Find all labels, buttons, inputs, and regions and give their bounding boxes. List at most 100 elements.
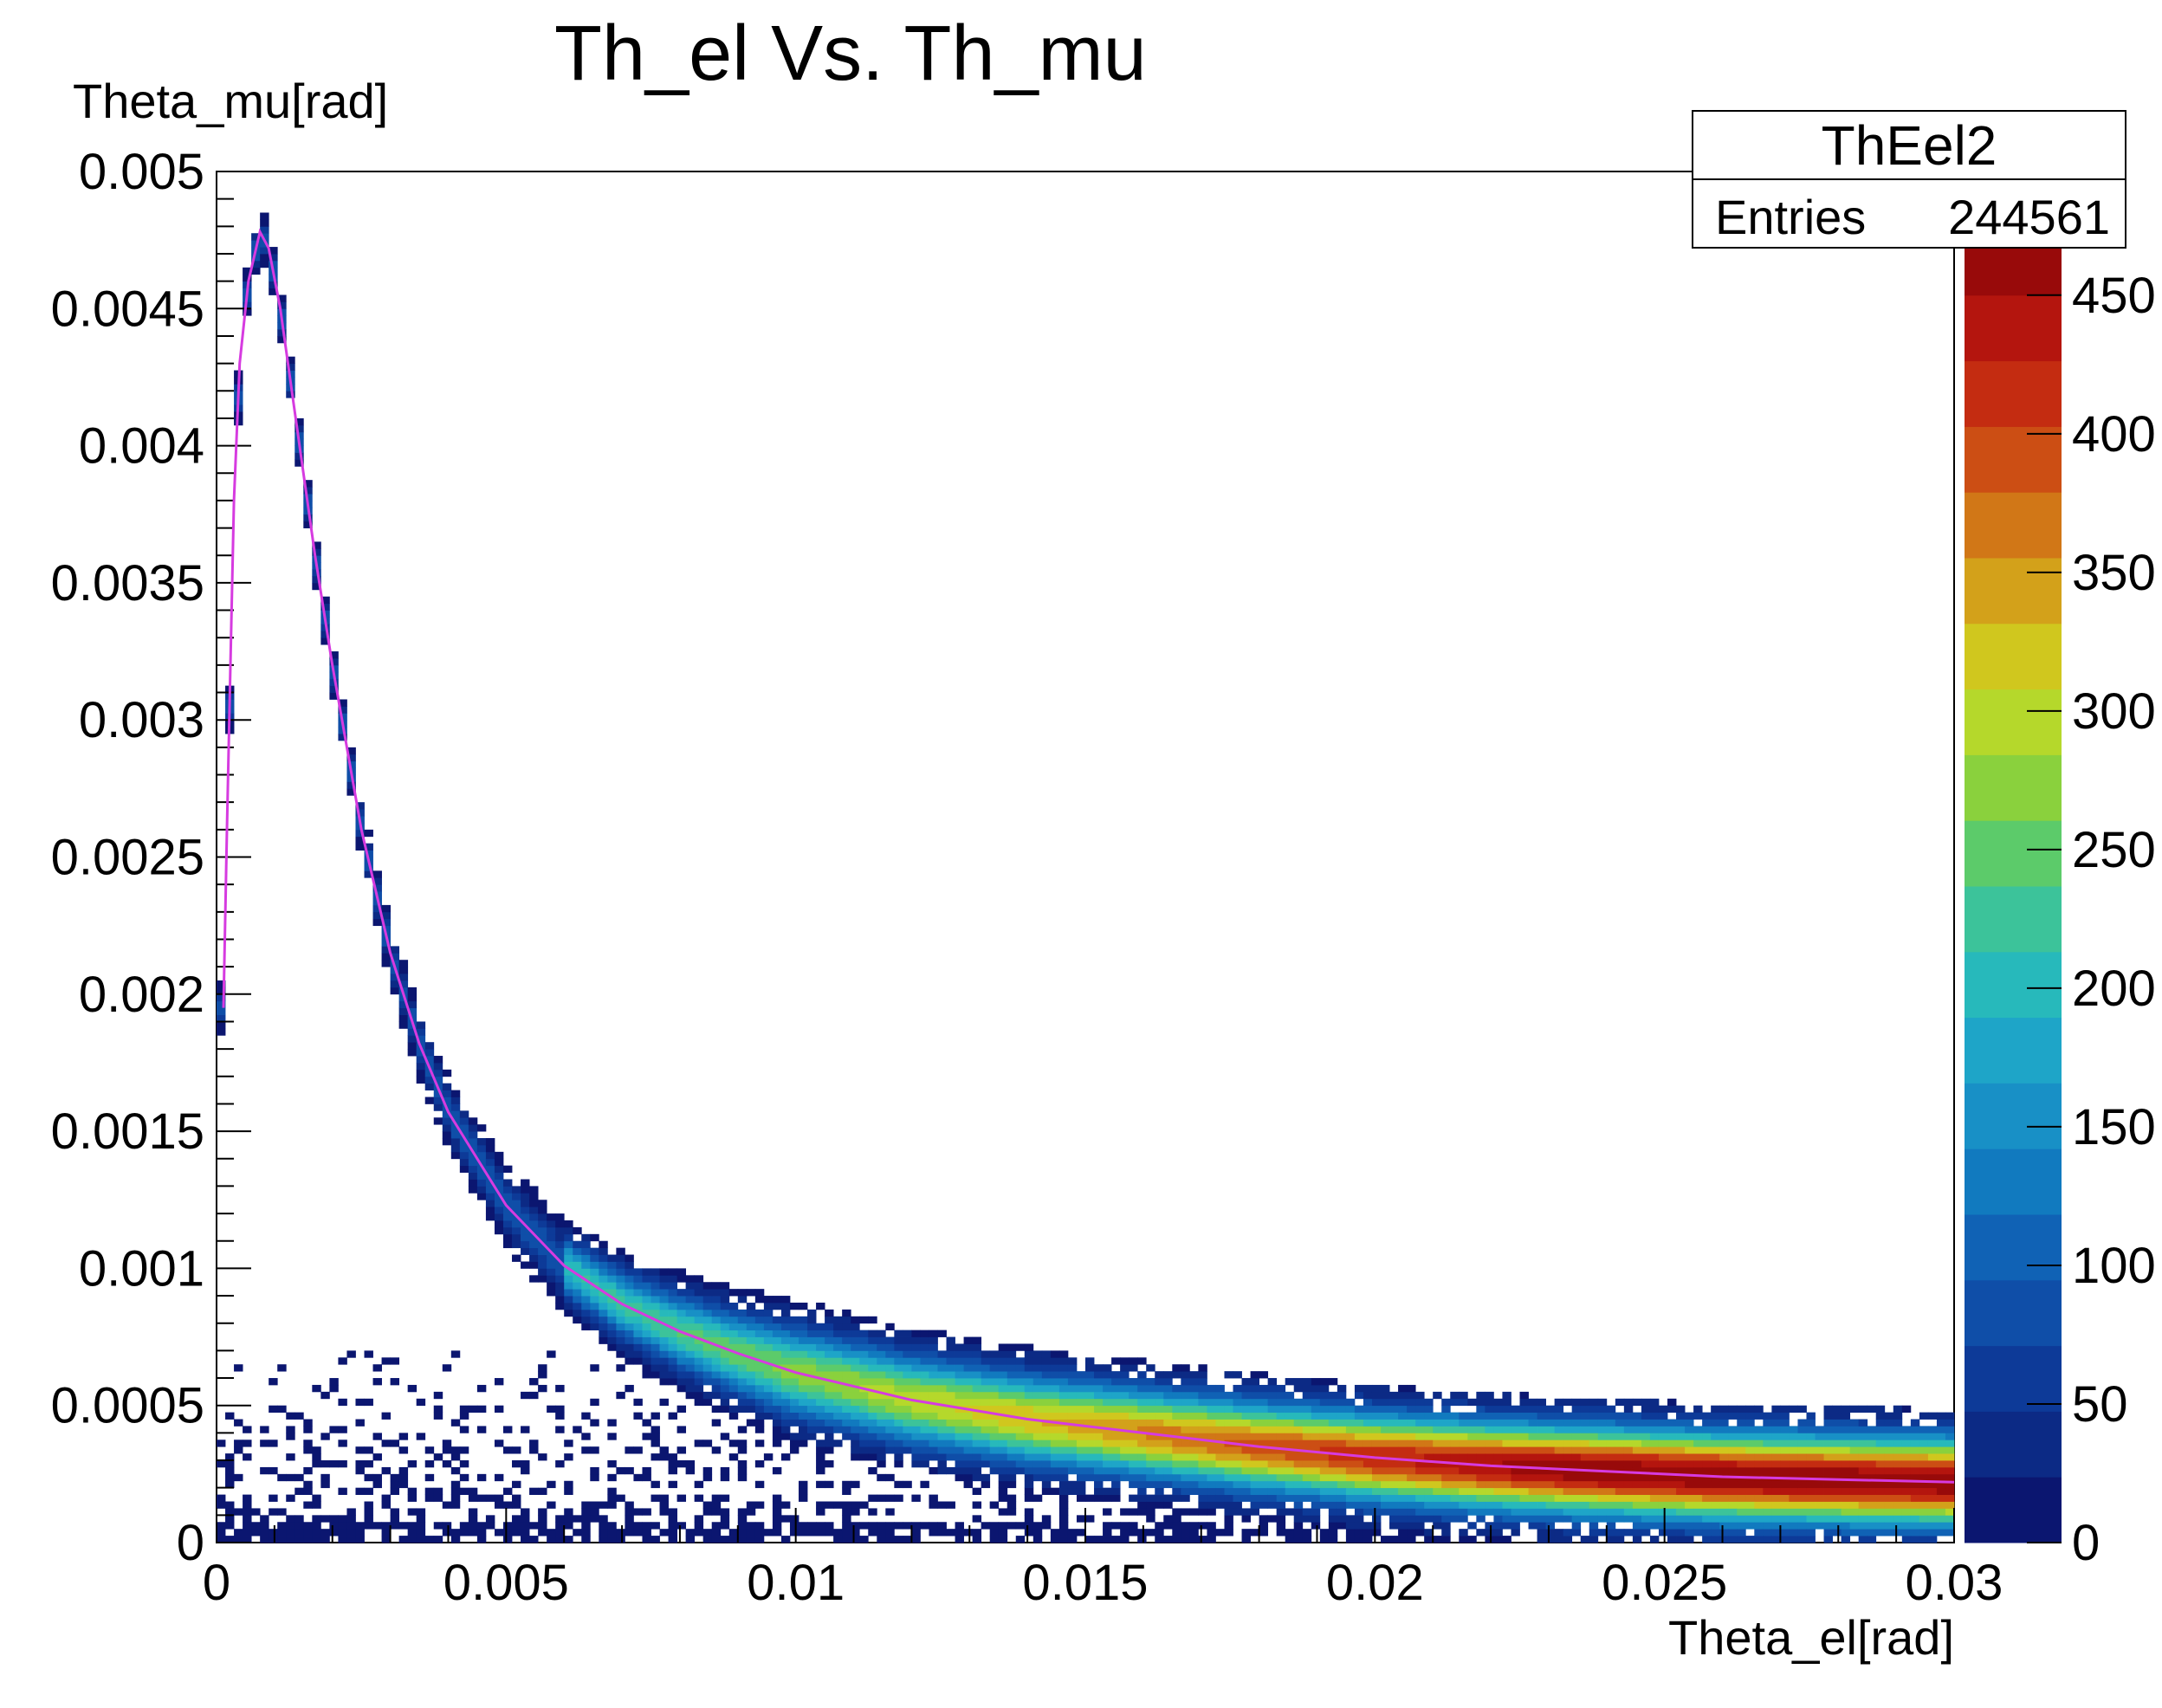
heatmap-cell: [1233, 1453, 1242, 1461]
heatmap-cell: [728, 1371, 739, 1379]
heatmap-cell: [711, 1378, 722, 1386]
heatmap-cell: [1224, 1405, 1233, 1414]
heatmap-cell: [885, 1364, 895, 1372]
heatmap-cell: [1649, 1419, 1660, 1427]
stats-name: ThEel2: [1822, 114, 1997, 177]
heatmap-cell: [676, 1384, 687, 1393]
heatmap-cell: [816, 1419, 825, 1427]
heatmap-cell: [1945, 1460, 1955, 1468]
heatmap-cell: [651, 1480, 660, 1489]
heatmap-cell: [1215, 1391, 1225, 1400]
heatmap-cell: [1459, 1480, 1468, 1489]
heatmap-cell: [607, 1529, 617, 1537]
heatmap-cell: [590, 1309, 599, 1317]
heatmap-cell: [1719, 1446, 1729, 1454]
heatmap-cell: [1927, 1522, 1938, 1530]
heatmap-cell: [651, 1343, 660, 1351]
heatmap-cell: [1841, 1453, 1851, 1461]
heatmap-cell: [1841, 1522, 1851, 1530]
heatmap-cell: [868, 1522, 877, 1530]
heatmap-cell: [1806, 1508, 1816, 1516]
heatmap-cell: [1771, 1508, 1781, 1516]
heatmap-cell: [1389, 1473, 1399, 1482]
heatmap-cell: [972, 1529, 982, 1537]
heatmap-cell: [1276, 1466, 1286, 1475]
heatmap-cell: [833, 1364, 843, 1372]
heatmap-cell: [1398, 1453, 1408, 1461]
heatmap-cell: [1589, 1529, 1599, 1537]
heatmap-cell: [1111, 1391, 1121, 1400]
heatmap-cell: [1719, 1426, 1729, 1433]
heatmap-cell: [1067, 1357, 1078, 1365]
heatmap-cell: [1936, 1473, 1946, 1482]
heatmap-cell: [1467, 1419, 1477, 1427]
heatmap-cell: [1893, 1466, 1903, 1475]
heatmap-cell: [1085, 1536, 1095, 1543]
heatmap-cell: [633, 1268, 643, 1276]
heatmap-cell: [911, 1453, 921, 1461]
heatmap-cell: [1345, 1515, 1356, 1523]
heatmap-cell: [1493, 1508, 1503, 1516]
heatmap-cell: [728, 1364, 739, 1372]
heatmap-cell: [1545, 1529, 1556, 1537]
heatmap-cell: [903, 1398, 912, 1407]
heatmap-cell: [833, 1316, 843, 1324]
heatmap-cell: [920, 1343, 929, 1351]
heatmap-cell: [1285, 1460, 1295, 1468]
heatmap-cell: [1050, 1405, 1060, 1414]
heatmap-cell: [1050, 1398, 1060, 1407]
heatmap-cell: [1893, 1419, 1903, 1427]
heatmap-cell: [320, 603, 330, 611]
heatmap-cell: [911, 1384, 921, 1393]
heatmap-cell: [972, 1515, 982, 1523]
heatmap-cell: [676, 1268, 687, 1276]
heatmap-cell: [1632, 1398, 1642, 1407]
heatmap-cell: [407, 1000, 418, 1009]
heatmap-cell: [1745, 1412, 1755, 1420]
heatmap-cell: [1641, 1453, 1651, 1461]
heatmap-cell: [1050, 1473, 1060, 1482]
heatmap-cell: [320, 1529, 330, 1537]
heatmap-cell: [1832, 1522, 1842, 1530]
heatmap-cell: [625, 1289, 634, 1297]
heatmap-cell: [955, 1412, 964, 1420]
heatmap-cell: [1519, 1515, 1529, 1523]
heatmap-cell: [555, 1405, 565, 1414]
heatmap-cell: [450, 1487, 461, 1495]
heatmap-cell: [1085, 1460, 1095, 1468]
heatmap-cell: [1745, 1460, 1755, 1468]
heatmap-cell: [989, 1536, 1000, 1543]
heatmap-cell: [1007, 1494, 1017, 1502]
heatmap-cell: [416, 1508, 426, 1516]
heatmap-cell: [529, 1200, 539, 1207]
heatmap-cell: [754, 1309, 765, 1317]
heatmap-cell: [1354, 1473, 1364, 1482]
heatmap-cell: [1511, 1529, 1520, 1537]
heatmap-cell: [512, 1186, 521, 1194]
heatmap-cell: [1823, 1426, 1833, 1433]
heatmap-cell: [1545, 1440, 1556, 1447]
heatmap-cell: [1345, 1501, 1356, 1509]
heatmap-cell: [390, 1508, 400, 1516]
heatmap-cell: [251, 240, 261, 248]
heatmap-cell: [1302, 1529, 1312, 1537]
heatmap-cell: [1563, 1529, 1573, 1537]
heatmap-cell: [1415, 1460, 1425, 1468]
heatmap-cell: [1797, 1426, 1807, 1433]
heatmap-cell: [1181, 1378, 1190, 1386]
heatmap-cell: [1754, 1426, 1764, 1433]
heatmap-cell: [1597, 1487, 1608, 1495]
heatmap-cell: [1041, 1466, 1052, 1475]
heatmap-cell: [737, 1357, 748, 1365]
heatmap-cell: [1345, 1446, 1356, 1454]
heatmap-cell: [972, 1391, 982, 1400]
heatmap-cell: [1945, 1453, 1955, 1461]
heatmap-cell: [1545, 1419, 1556, 1427]
heatmap-cell: [521, 1529, 530, 1537]
heatmap-cell: [1919, 1446, 1929, 1454]
heatmap-cell: [1927, 1494, 1938, 1502]
heatmap-cell: [659, 1529, 669, 1537]
heatmap-cell: [937, 1466, 947, 1475]
heatmap-cell: [737, 1508, 748, 1516]
heatmap-cell: [1502, 1426, 1511, 1433]
